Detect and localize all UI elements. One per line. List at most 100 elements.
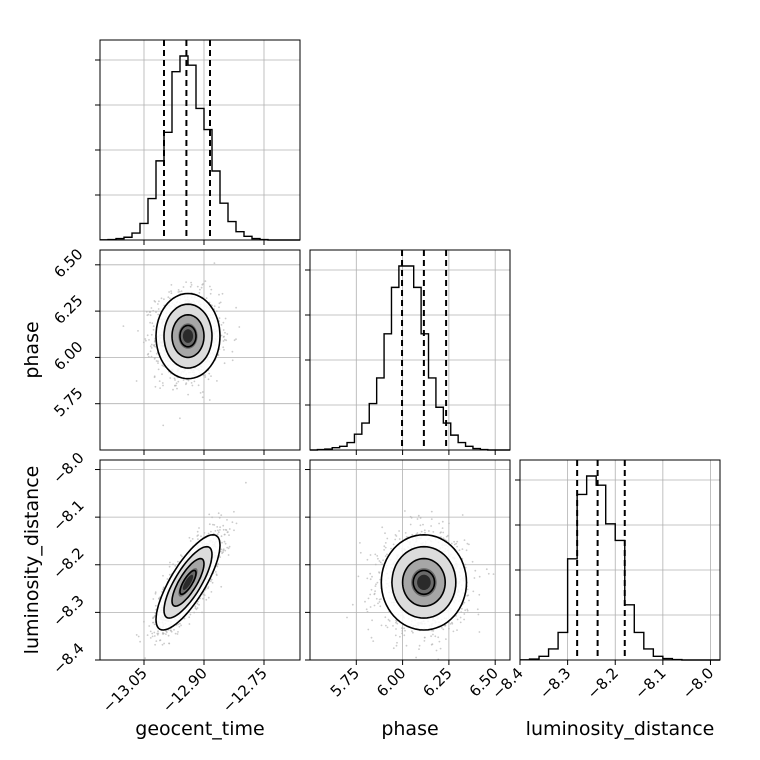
scatter-point — [208, 523, 211, 526]
scatter-point — [432, 531, 435, 533]
scatter-point — [383, 545, 386, 548]
scatter-point — [176, 633, 179, 635]
scatter-point — [370, 636, 373, 639]
scatter-point — [185, 382, 188, 384]
scatter-point — [372, 640, 375, 642]
scatter-point — [159, 387, 162, 389]
scatter-point — [202, 597, 204, 600]
scatter-point — [182, 379, 185, 381]
density-fill — [417, 574, 431, 590]
scatter-point — [149, 311, 152, 313]
scatter-point — [154, 385, 157, 388]
scatter-point — [167, 296, 170, 299]
scatter-point — [155, 311, 157, 313]
scatter-point — [189, 613, 192, 616]
scatter-point — [235, 338, 237, 340]
scatter-point — [156, 633, 159, 636]
y-tick-label-luminosity_distance: −8.1 — [49, 496, 87, 534]
ylabel-phase: phase — [21, 321, 43, 378]
scatter-point — [177, 631, 179, 633]
panel-content — [346, 510, 495, 665]
scatter-point — [219, 301, 222, 304]
scatter-point — [379, 561, 382, 564]
scatter-point — [437, 636, 440, 639]
scatter-point — [207, 378, 210, 381]
scatter-point — [216, 380, 218, 382]
scatter-point — [366, 558, 369, 561]
scatter-point — [153, 623, 156, 626]
scatter-point — [440, 536, 442, 538]
scatter-point — [198, 527, 200, 529]
scatter-point — [424, 531, 426, 534]
y-tick-label-phase: 6.25 — [50, 291, 86, 327]
scatter-point — [233, 339, 236, 342]
scatter-point — [432, 633, 434, 636]
scatter-point — [163, 298, 165, 301]
scatter-point — [222, 346, 225, 349]
scatter-point — [218, 293, 220, 296]
scatter-point — [194, 605, 197, 608]
scatter-point — [485, 568, 488, 571]
scatter-point — [153, 376, 156, 379]
contour-line — [171, 313, 205, 359]
scatter-point — [456, 618, 459, 621]
scatter-point — [139, 663, 141, 665]
scatter-point — [149, 321, 152, 324]
scatter-point — [178, 290, 181, 293]
scatter-point — [201, 611, 203, 614]
scatter-point — [149, 314, 152, 317]
scatter-point — [378, 601, 381, 603]
scatter-point — [432, 630, 435, 632]
scatter-point — [183, 617, 186, 620]
scatter-point — [367, 597, 370, 600]
scatter-point — [455, 615, 457, 617]
scatter-point — [422, 523, 424, 526]
scatter-point — [477, 613, 480, 616]
scatter-point — [384, 532, 386, 535]
scatter-point — [222, 329, 225, 331]
scatter-point — [204, 374, 206, 376]
scatter-point — [430, 510, 433, 513]
scatter-point — [158, 300, 160, 303]
scatter-point — [177, 289, 180, 291]
scatter-point — [181, 555, 183, 558]
scatter-point — [220, 548, 223, 551]
scatter-point — [122, 325, 125, 327]
scatter-point — [460, 611, 463, 613]
x-tick-label-phase: 5.75 — [327, 664, 363, 700]
scatter-point — [384, 546, 387, 549]
panel-frame — [309, 249, 511, 451]
scatter-point — [417, 514, 420, 517]
scatter-point — [151, 322, 154, 325]
x-tick-label-phase: 6.25 — [419, 664, 455, 700]
panel-frame — [309, 459, 511, 661]
scatter-point — [213, 262, 216, 264]
scatter-point — [137, 330, 139, 332]
scatter-point — [222, 551, 224, 554]
scatter-point — [211, 581, 214, 584]
scatter-point — [235, 306, 238, 309]
scatter-point — [152, 325, 155, 328]
scatter-point — [216, 565, 219, 568]
scatter-point — [395, 621, 397, 624]
scatter-point — [398, 538, 401, 540]
scatter-point — [367, 628, 370, 631]
scatter-point — [231, 350, 234, 353]
scatter-point — [448, 627, 450, 630]
contour-line — [401, 557, 447, 608]
scatter-point — [371, 619, 373, 622]
scatter-point — [154, 300, 157, 303]
contour-line — [155, 533, 221, 631]
scatter-point — [212, 523, 214, 526]
scatter-point — [411, 630, 413, 633]
scatter-point — [463, 539, 466, 541]
scatter-point — [464, 563, 467, 566]
scatter-point — [458, 663, 460, 665]
scatter-point — [148, 625, 151, 627]
scatter-point — [223, 335, 225, 338]
scatter-point — [199, 288, 201, 291]
scatter-point — [150, 347, 153, 349]
scatter-point — [385, 624, 387, 627]
scatter-point — [369, 572, 372, 575]
